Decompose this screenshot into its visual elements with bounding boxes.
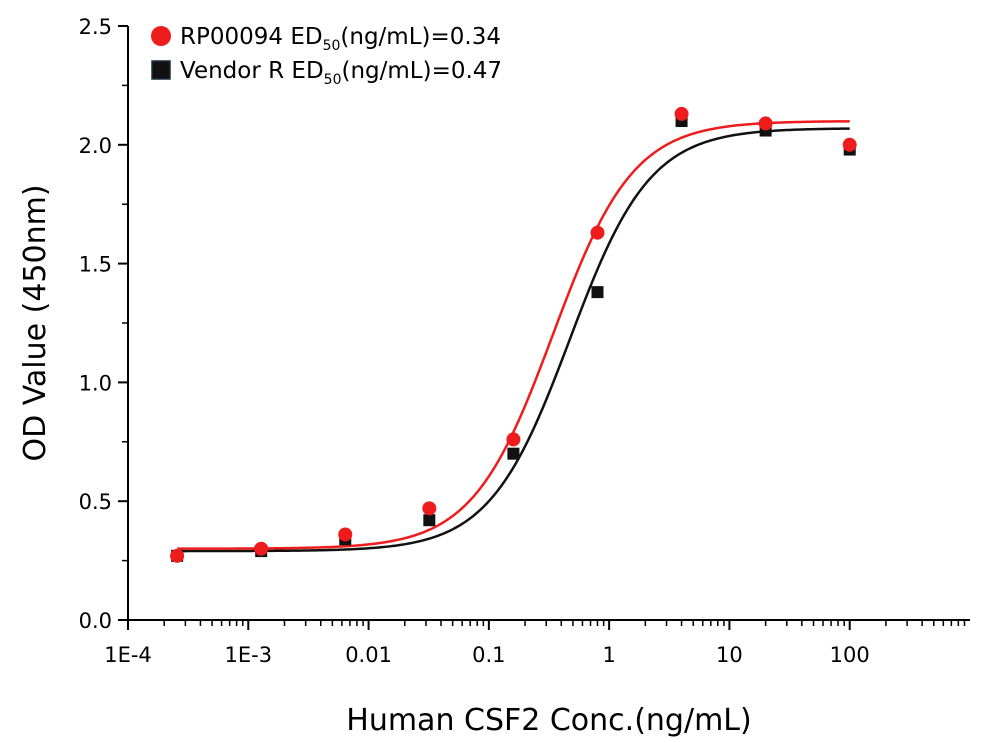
legend-label: RP00094 ED50(ng/mL)=0.34 bbox=[180, 24, 501, 54]
y-tick-label: 2.5 bbox=[79, 15, 112, 39]
x-tick-label: 0.01 bbox=[345, 643, 392, 667]
x-axis-title: Human CSF2 Conc.(ng/mL) bbox=[346, 703, 751, 738]
data-point-circle bbox=[842, 137, 857, 152]
y-tick-label: 2.0 bbox=[79, 134, 112, 158]
legend-label: Vendor R ED50(ng/mL)=0.47 bbox=[180, 58, 502, 88]
data-point-circle bbox=[758, 116, 773, 131]
x-tick-label: 1 bbox=[602, 643, 615, 667]
data-point-square bbox=[507, 447, 520, 460]
x-tick-label: 100 bbox=[830, 643, 870, 667]
legend-marker-square bbox=[151, 60, 171, 80]
fit-curve bbox=[177, 127, 850, 553]
axes: 1E-4 1E-3 0.01 0.1 1 10 100 0.0 0.5 1.0 1.5 2.0 2.5 H… bbox=[18, 15, 970, 738]
data-point-circle bbox=[254, 541, 269, 556]
data-point-circle bbox=[170, 548, 185, 563]
y-tick-label: 0.5 bbox=[79, 490, 112, 514]
data-point-square bbox=[591, 286, 604, 299]
data-points bbox=[170, 106, 857, 563]
data-point-circle bbox=[422, 501, 437, 516]
data-point-circle bbox=[674, 106, 689, 121]
data-point-square bbox=[423, 514, 436, 527]
x-tick-label: 1E-3 bbox=[224, 643, 272, 667]
legend-marker-circle bbox=[151, 26, 171, 46]
data-point-circle bbox=[506, 432, 521, 447]
x-tick-label: 1E-4 bbox=[104, 643, 152, 667]
legend: RP00094 ED50(ng/mL)=0.34 Vendor R ED50(ng… bbox=[151, 24, 502, 88]
data-point-circle bbox=[590, 225, 605, 240]
x-tick-label: 10 bbox=[716, 643, 743, 667]
y-tick-label: 0.0 bbox=[79, 609, 112, 633]
fit-curves bbox=[177, 120, 850, 553]
x-tick-label: 0.1 bbox=[472, 643, 505, 667]
y-tick-label: 1.0 bbox=[79, 371, 112, 395]
y-axis-title: OD Value (450nm) bbox=[18, 184, 53, 461]
data-point-circle bbox=[338, 527, 353, 542]
y-tick-label: 1.5 bbox=[79, 253, 112, 277]
fit-curve bbox=[177, 120, 850, 550]
